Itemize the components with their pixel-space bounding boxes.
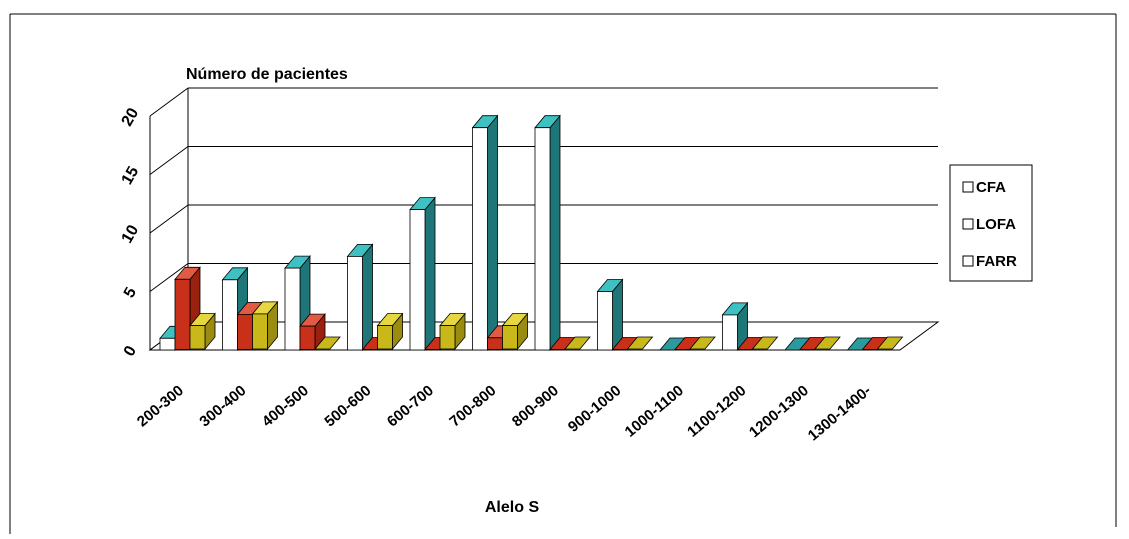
bar-cfa-500-600 [346,243,374,352]
legend: CFA LOFA FARR [949,164,1033,282]
bar-farr-700-800-front [502,325,518,350]
bar-cfa-400-500-front [284,267,301,351]
bar-cfa-900-1000 [596,278,624,352]
bar-cfa-600-700-front [409,209,426,351]
bar-cfa-600-700-side [424,196,436,352]
bar-lofa-300-400-front [237,313,253,350]
bar-farr-1300-1400--base [876,336,904,350]
bar-farr-1000-1100 [689,336,716,350]
bar-cfa-700-800-front [472,127,488,351]
bar-cfa-800-900-front [534,127,551,351]
gridline-side [149,146,189,175]
bar-cfa-300-400-front [222,279,238,351]
legend-label-cfa: CFA [976,179,1006,196]
bar-farr-500-600 [376,312,404,351]
bar-lofa-400-500 [299,312,326,351]
legend-item-cfa: CFA [962,179,1006,196]
legend-swatch-cfa [962,181,974,193]
gridline-side [149,87,189,117]
bar-farr-200-300 [189,312,216,351]
legend-label-farr: FARR [976,253,1017,270]
bar-cfa-900-1000-front [597,291,613,351]
bar-cfa-800-900-side [549,114,561,352]
bar-farr-300-400-front [252,313,268,350]
bars [159,114,904,352]
bar-lofa-400-500-front [299,325,316,350]
bar-farr-700-800 [501,312,529,351]
bar-farr-200-300-front [189,325,206,350]
bar-cfa-700-800 [471,114,499,352]
y-tick-label: 15 [119,164,143,188]
bar-farr-1100-1200-base [751,336,779,350]
bar-farr-1200-1300 [814,336,841,350]
bar-cfa-800-900 [534,114,561,352]
legend-swatch-lofa [962,218,974,230]
chart-title: Número de pacientes [186,66,348,83]
bar-farr-800-900-base [564,336,591,350]
bar-lofa-700-800-front [487,337,503,350]
bar-farr-600-700-front [439,325,456,350]
bar-farr-300-400 [251,300,279,351]
bar-farr-400-500-base [314,336,341,350]
bar-cfa-700-800-side [487,114,498,352]
bar-farr-1200-1300-base [814,336,841,350]
legend-swatch-farr [962,255,974,267]
y-tick-label: 20 [119,105,143,129]
y-tick-label: 10 [119,222,143,246]
bar-farr-1300-1400- [876,336,904,350]
bar-farr-900-1000-base [626,336,654,350]
bar-farr-400-500 [314,336,341,350]
legend-label-lofa: LOFA [976,216,1016,233]
bar-farr-900-1000 [626,336,654,350]
bar-cfa-500-600-front [347,255,363,351]
legend-item-farr: FARR [962,253,1017,270]
bar-farr-600-700 [439,312,466,351]
gridline-side [149,204,189,234]
bar-farr-800-900 [564,336,591,350]
bar-farr-1000-1100-base [689,336,716,350]
bar-lofa-200-300-front [174,278,191,350]
bar-cfa-600-700 [409,196,436,352]
bar-cfa-1100-1200-front [722,314,738,351]
bar-cfa-500-600-side [362,243,373,352]
bar-cfa-200-300-front [159,337,176,351]
bar-cfa-1100-1200 [721,301,749,352]
legend-item-lofa: LOFA [962,216,1016,233]
x-axis-label: Alelo S [485,499,540,516]
gridline-side [149,263,189,292]
bar-farr-500-600-front [377,325,393,350]
bar-farr-1100-1200 [751,336,779,350]
